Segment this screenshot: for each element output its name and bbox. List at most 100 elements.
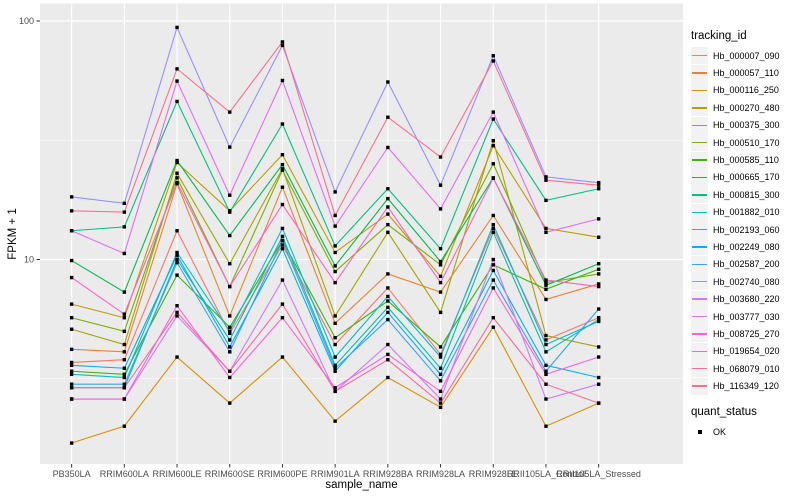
data-point xyxy=(122,358,127,362)
data-point xyxy=(544,363,548,368)
legend-item-label: Hb_000510_170 xyxy=(713,137,780,148)
data-point xyxy=(596,235,601,239)
legend-line-icon xyxy=(692,281,707,283)
data-point xyxy=(69,258,74,263)
data-point xyxy=(228,331,232,336)
data-point xyxy=(438,207,443,211)
data-point xyxy=(544,350,548,354)
legend-key-swatch xyxy=(691,377,708,395)
data-point xyxy=(69,209,74,213)
data-point xyxy=(386,310,390,315)
data-point xyxy=(122,251,127,256)
data-point xyxy=(386,342,390,347)
legend-item: Hb_000375_300 xyxy=(691,116,799,134)
data-point xyxy=(596,382,601,386)
data-point xyxy=(491,263,495,267)
legend-line-icon xyxy=(692,107,707,109)
data-point xyxy=(386,80,390,84)
legend-item: Hb_002740_080 xyxy=(691,273,799,291)
legend-items-quant-status: OK xyxy=(691,423,799,440)
data-point xyxy=(69,369,74,373)
data-point xyxy=(175,250,179,255)
data-point xyxy=(596,319,601,324)
data-point xyxy=(438,401,443,405)
data-point xyxy=(544,226,548,231)
data-point xyxy=(175,304,179,308)
data-point xyxy=(386,212,390,216)
data-point xyxy=(122,329,127,333)
legend-item-label: Hb_002249_080 xyxy=(713,241,780,252)
data-point xyxy=(544,230,548,235)
data-point xyxy=(596,345,601,349)
data-point xyxy=(69,386,74,390)
data-point xyxy=(69,302,74,306)
data-point xyxy=(228,401,232,405)
data-point xyxy=(333,386,337,390)
data-point xyxy=(333,419,337,423)
legend-item-label: Hb_008725_270 xyxy=(713,328,780,339)
x-tick-label: RRIM600LE xyxy=(153,469,202,479)
data-point xyxy=(228,345,232,349)
data-point xyxy=(386,230,390,235)
data-point xyxy=(544,372,548,377)
data-point xyxy=(228,314,232,318)
data-point xyxy=(69,327,74,331)
legend-item: Hb_000057_110 xyxy=(691,64,799,82)
data-point xyxy=(386,196,390,201)
data-point xyxy=(544,280,548,285)
data-point xyxy=(122,424,127,428)
legend-item: Hb_002249_080 xyxy=(691,238,799,256)
data-point xyxy=(69,397,74,401)
data-point xyxy=(69,382,74,386)
legend-item: Hb_019654_020 xyxy=(691,342,799,360)
data-point xyxy=(175,355,179,359)
data-point xyxy=(333,363,337,368)
legend-item-label: Hb_002587_200 xyxy=(713,259,780,270)
data-point xyxy=(438,389,443,394)
legend-item-label: Hb_116349_120 xyxy=(713,381,779,392)
legend-item: Hb_116349_120 xyxy=(691,377,799,395)
legend-key-swatch xyxy=(691,360,708,378)
legend-key-swatch xyxy=(691,308,708,326)
data-point xyxy=(175,257,179,262)
data-point xyxy=(596,307,601,311)
legend-line-icon xyxy=(692,246,707,248)
legend-item: Hb_000116_250 xyxy=(691,81,799,99)
data-point xyxy=(438,379,443,383)
data-point xyxy=(175,25,179,30)
data-point xyxy=(69,441,74,445)
data-point xyxy=(491,59,495,63)
data-point xyxy=(122,201,127,206)
data-point xyxy=(491,138,495,143)
data-point xyxy=(69,275,74,280)
data-point xyxy=(228,329,232,333)
data-point xyxy=(386,187,390,191)
data-point xyxy=(491,230,495,235)
legend-key-swatch xyxy=(691,168,708,186)
data-point xyxy=(438,263,443,267)
data-point xyxy=(438,405,443,410)
data-point xyxy=(544,278,548,282)
quant-status-label: OK xyxy=(713,426,727,437)
data-point xyxy=(491,213,495,218)
legend-title-tracking-id: tracking_id xyxy=(691,30,747,42)
legend-line-icon xyxy=(692,298,707,300)
x-tick-label: RRIM600LA xyxy=(100,469,149,479)
legend-key-swatch xyxy=(691,64,708,82)
data-point xyxy=(228,375,232,380)
legend-key-swatch xyxy=(691,186,708,204)
data-point xyxy=(280,185,285,189)
data-point xyxy=(491,316,495,320)
y-axis-title: FPKM + 1 xyxy=(7,208,19,260)
data-point xyxy=(438,183,443,187)
legend-item-label: Hb_068079_010 xyxy=(713,363,780,374)
legend-panel: tracking_id Hb_000007_090 Hb_000057_110 Hb… xyxy=(691,30,799,440)
data-point xyxy=(175,260,179,265)
x-tick-label: RRIM600SE xyxy=(205,469,255,479)
data-point xyxy=(491,176,495,181)
legend-item: Hb_000007_090 xyxy=(691,47,799,65)
data-point xyxy=(175,314,179,318)
legend-item-label: Hb_002193_060 xyxy=(713,224,780,235)
data-point xyxy=(544,369,548,373)
